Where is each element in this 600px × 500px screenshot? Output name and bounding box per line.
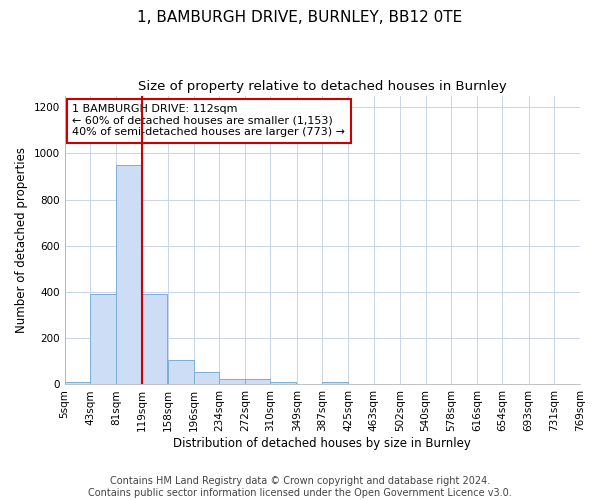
Bar: [245, 380, 271, 384]
Bar: [142, 294, 167, 384]
Text: Contains HM Land Registry data © Crown copyright and database right 2024.
Contai: Contains HM Land Registry data © Crown c…: [88, 476, 512, 498]
Text: 1, BAMBURGH DRIVE, BURNLEY, BB12 0TE: 1, BAMBURGH DRIVE, BURNLEY, BB12 0TE: [137, 10, 463, 25]
Bar: [322, 382, 348, 384]
Bar: [271, 382, 296, 384]
Bar: [65, 382, 90, 384]
Title: Size of property relative to detached houses in Burnley: Size of property relative to detached ho…: [138, 80, 507, 93]
Text: 1 BAMBURGH DRIVE: 112sqm
← 60% of detached houses are smaller (1,153)
40% of sem: 1 BAMBURGH DRIVE: 112sqm ← 60% of detach…: [73, 104, 346, 138]
X-axis label: Distribution of detached houses by size in Burnley: Distribution of detached houses by size …: [173, 437, 471, 450]
Bar: [193, 372, 219, 384]
Bar: [116, 165, 142, 384]
Bar: [168, 360, 193, 384]
Y-axis label: Number of detached properties: Number of detached properties: [15, 147, 28, 333]
Bar: [219, 380, 245, 384]
Bar: [90, 294, 116, 384]
